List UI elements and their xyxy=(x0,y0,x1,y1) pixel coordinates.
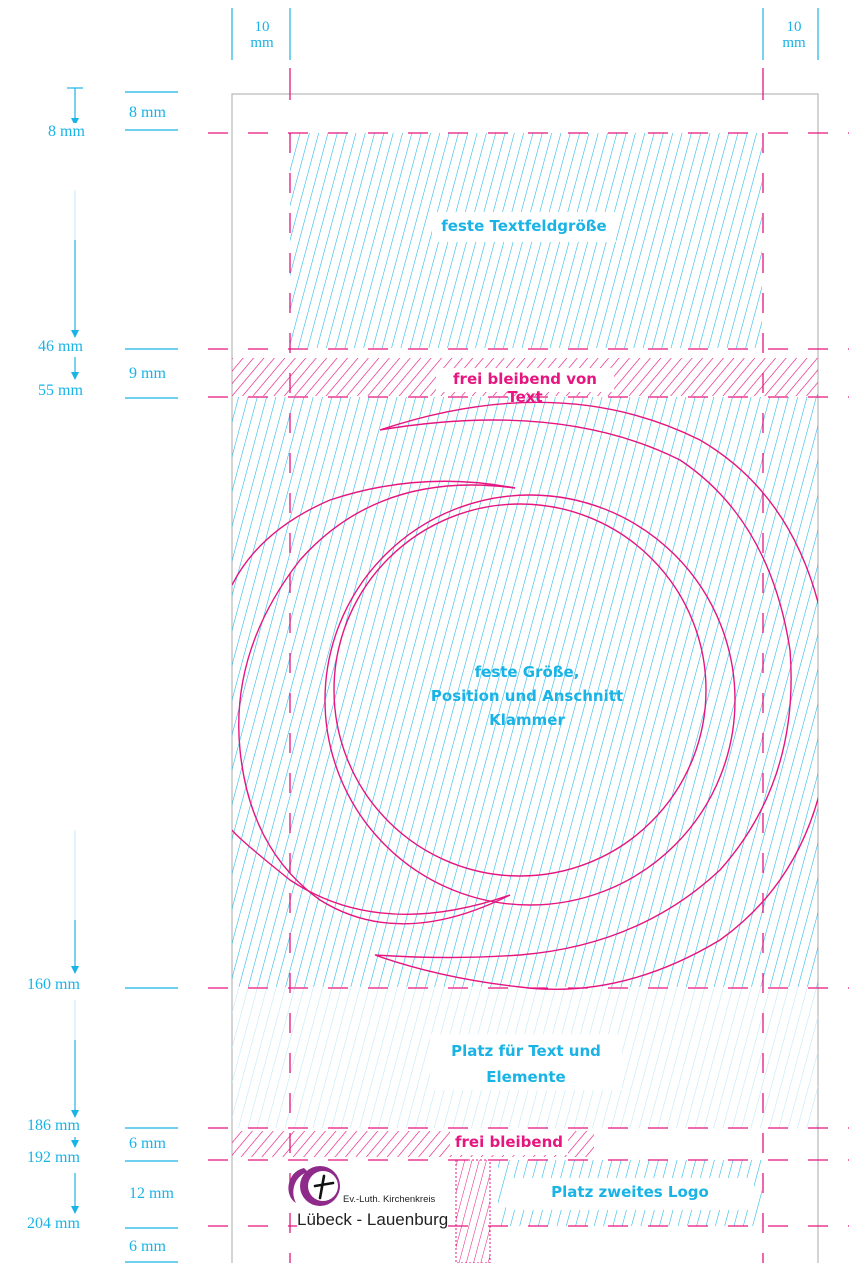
ruler-label-160mm: 160 mm xyxy=(27,976,80,993)
bracket-label: feste Größe, Position und Anschnitt Klam… xyxy=(420,660,634,732)
left-margin-value: 10 xyxy=(254,19,270,35)
right-margin-value: 10 xyxy=(786,19,802,35)
ruler-label-192mm: 192 mm xyxy=(27,1149,80,1166)
text-elements-line1: Platz für Text und xyxy=(451,1042,601,1060)
right-margin-unit: mm xyxy=(782,35,806,51)
free-text-label: frei bleibend von Text xyxy=(453,370,597,406)
vertical-guides xyxy=(289,68,764,1263)
ruler-label-8mm: 8 mm xyxy=(48,123,85,141)
second-logo-label: Platz zweites Logo xyxy=(551,1183,709,1201)
spacing-label-6mm-top: 6 mm xyxy=(129,1135,166,1152)
cross-swirl-icon xyxy=(288,1166,340,1206)
horizontal-guides xyxy=(208,132,849,1227)
ruler-label-55mm: 55 mm xyxy=(38,382,83,399)
ruler-label-46mm: 46 mm xyxy=(38,338,83,355)
top-margin-markers xyxy=(231,8,819,60)
ruler-label-186mm: 186 mm xyxy=(27,1117,80,1134)
bracket-label-line1: feste Größe, xyxy=(474,663,580,681)
left-ruler xyxy=(67,87,83,1214)
spacing-label-6mm-bottom: 6 mm xyxy=(129,1238,166,1255)
ruler-label-204mm: 204 mm xyxy=(27,1215,80,1232)
bracket-swirl xyxy=(232,401,818,990)
left-margin-label: 10 mm xyxy=(238,19,286,51)
church-logo xyxy=(288,1166,340,1206)
logo-separator xyxy=(455,1159,491,1263)
left-margin-unit: mm xyxy=(250,35,274,51)
spacing-label-8mm: 8 mm xyxy=(129,104,166,121)
text-field-label: feste Textfeldgröße xyxy=(441,217,607,235)
logo-small-text: Ev.-Luth. Kirchenkreis xyxy=(343,1194,436,1205)
spacing-ticks xyxy=(125,91,178,1263)
spacing-label-12mm: 12 mm xyxy=(129,1185,174,1202)
bracket-label-line2: Position und Anschnitt xyxy=(430,687,624,705)
right-margin-label: 10 mm xyxy=(770,19,818,51)
text-elements-line2: Elemente xyxy=(486,1068,566,1086)
bracket-label-line3: Klammer xyxy=(489,711,565,729)
text-elements-label: Platz für Text und Elemente xyxy=(430,1038,622,1090)
logo-big-text: Lübeck - Lauenburg xyxy=(297,1210,449,1230)
spacing-label-9mm: 9 mm xyxy=(129,365,166,382)
free-label: frei bleibend xyxy=(455,1133,563,1151)
